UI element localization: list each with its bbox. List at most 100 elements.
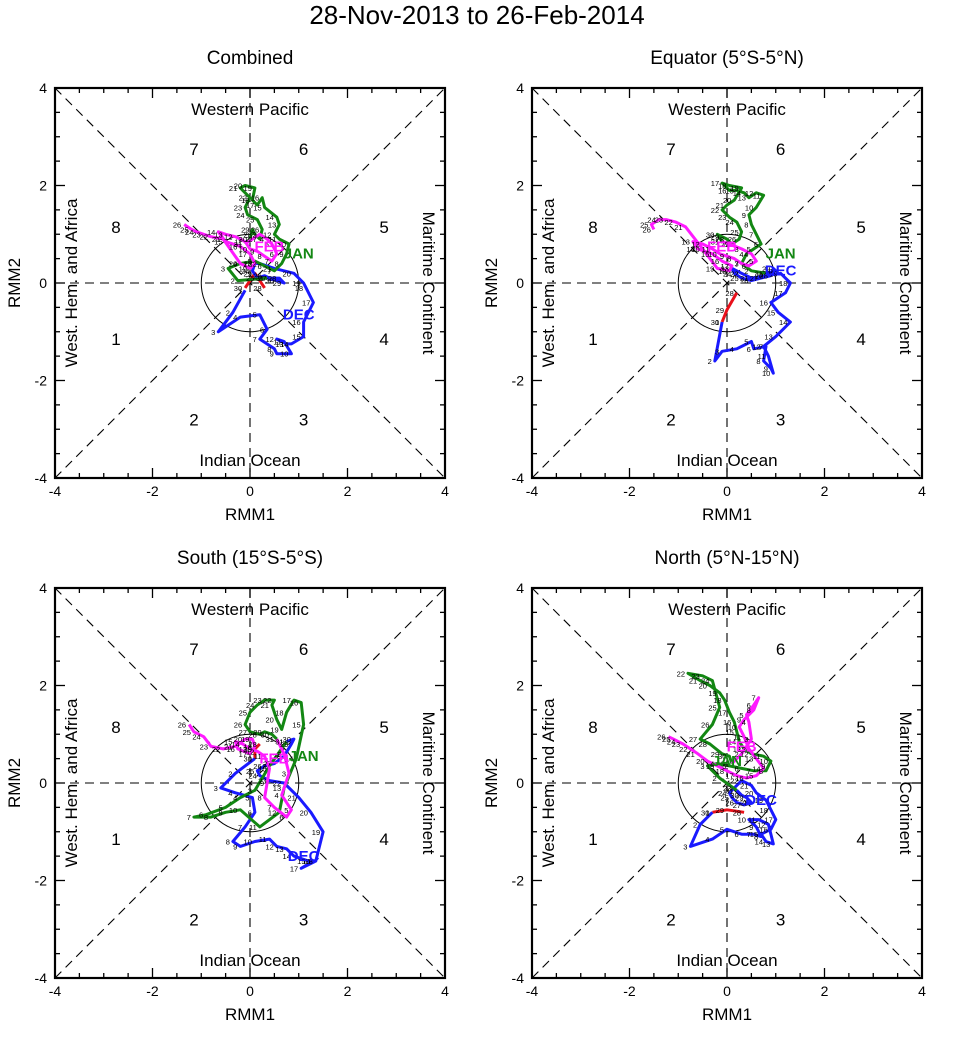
y-axis-label: RMM2 — [5, 258, 24, 308]
x-tick-label: -4 — [526, 983, 539, 999]
day-label: 28 — [699, 740, 707, 749]
day-label: 20 — [699, 682, 707, 691]
day-label: 6 — [742, 262, 746, 271]
day-label: 6 — [747, 345, 751, 354]
day-label: 29 — [241, 225, 249, 234]
day-label: 2 — [231, 277, 235, 286]
month-label-jan: JAN — [766, 246, 796, 263]
phase-label-2: 2 — [189, 911, 198, 930]
day-label: 25 — [730, 274, 738, 283]
day-label: 21 — [224, 742, 232, 751]
day-label: 3 — [211, 328, 215, 337]
day-label: 8 — [257, 794, 261, 803]
day-label: 14 — [733, 189, 741, 198]
day-label: 23 — [192, 230, 200, 239]
day-label: 21 — [674, 223, 682, 232]
x-tick-label: 0 — [246, 483, 254, 499]
region-label-left: West. Hem. and Africa — [539, 198, 558, 367]
day-label: 10 — [762, 369, 770, 378]
day-label: 27 — [258, 274, 266, 283]
phase-label-2: 2 — [189, 411, 198, 430]
x-tick-label: 2 — [344, 983, 352, 999]
day-label: 26 — [178, 721, 186, 730]
day-label: 3 — [744, 735, 748, 744]
day-label: 5 — [245, 794, 249, 803]
day-label: 23 — [723, 784, 731, 793]
day-label: 26 — [253, 272, 261, 281]
day-label: 13 — [275, 340, 283, 349]
day-label: 29 — [735, 794, 743, 803]
day-label: 7 — [267, 803, 271, 812]
day-label: 4 — [260, 235, 264, 244]
day-label: 29 — [280, 740, 288, 749]
day-label: 10 — [745, 203, 753, 212]
day-label: 23 — [244, 260, 252, 269]
day-label: 13 — [738, 194, 746, 203]
day-label: 27 — [750, 274, 758, 283]
day-label: 23 — [258, 777, 266, 786]
day-label: 5 — [720, 825, 724, 834]
day-label: 30 — [706, 230, 714, 239]
day-label: 26 — [725, 799, 733, 808]
day-label: 12 — [224, 233, 232, 242]
day-label: 14 — [779, 318, 787, 327]
phase-label-8: 8 — [588, 218, 597, 237]
day-label: 22 — [730, 777, 738, 786]
day-label: 13 — [239, 745, 247, 754]
day-label: 22 — [239, 194, 247, 203]
trajectory-nov — [712, 808, 745, 814]
phase-label-5: 5 — [856, 718, 865, 737]
trajectory-nov — [720, 292, 739, 323]
day-label: 13 — [682, 238, 690, 247]
day-label: 19 — [292, 279, 300, 288]
day-label: 22 — [273, 779, 281, 788]
day-label: 9 — [720, 252, 724, 261]
day-label: 18 — [295, 284, 303, 293]
day-label: 9 — [260, 779, 264, 788]
region-label-right: Maritime Continent — [896, 212, 915, 355]
day-label: 1 — [238, 286, 242, 295]
day-label: 25 — [246, 216, 254, 225]
day-label: 27 — [248, 235, 256, 244]
day-label: 5 — [284, 806, 288, 815]
day-label: 24 — [725, 218, 733, 227]
day-label: 6 — [734, 764, 738, 773]
day-label: 20 — [234, 735, 242, 744]
month-label-jan: JAN — [712, 753, 742, 770]
day-label: 23 — [672, 740, 680, 749]
day-label: 3 — [715, 347, 719, 356]
day-label: 10 — [708, 250, 716, 259]
day-label: 6 — [734, 830, 738, 839]
day-label: 17 — [721, 262, 729, 271]
day-label: 12 — [246, 747, 254, 756]
day-label: 1 — [730, 786, 734, 795]
day-label: 13 — [214, 230, 222, 239]
phase-label-4: 4 — [856, 830, 865, 849]
x-tick-label: -2 — [623, 983, 636, 999]
day-label: 15 — [725, 728, 733, 737]
day-label: 19 — [769, 269, 777, 278]
day-label: 16 — [718, 186, 726, 195]
day-label: 16 — [760, 825, 768, 834]
day-label: 16 — [760, 299, 768, 308]
phase-label-8: 8 — [588, 718, 597, 737]
day-label: 4 — [710, 760, 714, 769]
day-label: 11 — [254, 752, 262, 761]
day-label: 3 — [253, 230, 257, 239]
day-label: 18 — [275, 708, 283, 717]
day-label: 14 — [231, 740, 239, 749]
day-label: 30 — [764, 267, 772, 276]
day-label: 20 — [300, 808, 308, 817]
day-label: 24 — [241, 267, 249, 276]
day-label: 23 — [691, 672, 699, 681]
day-label: 30 — [701, 808, 709, 817]
day-label: 14 — [265, 213, 273, 222]
day-label: 2 — [228, 769, 232, 778]
day-label: 22 — [263, 696, 271, 705]
trajectory-dec — [688, 779, 778, 848]
x-tick-label: 2 — [344, 483, 352, 499]
day-label: 27 — [689, 735, 697, 744]
x-tick-label: 4 — [918, 483, 926, 499]
day-label: 22 — [212, 745, 220, 754]
day-label: 11 — [259, 835, 267, 844]
